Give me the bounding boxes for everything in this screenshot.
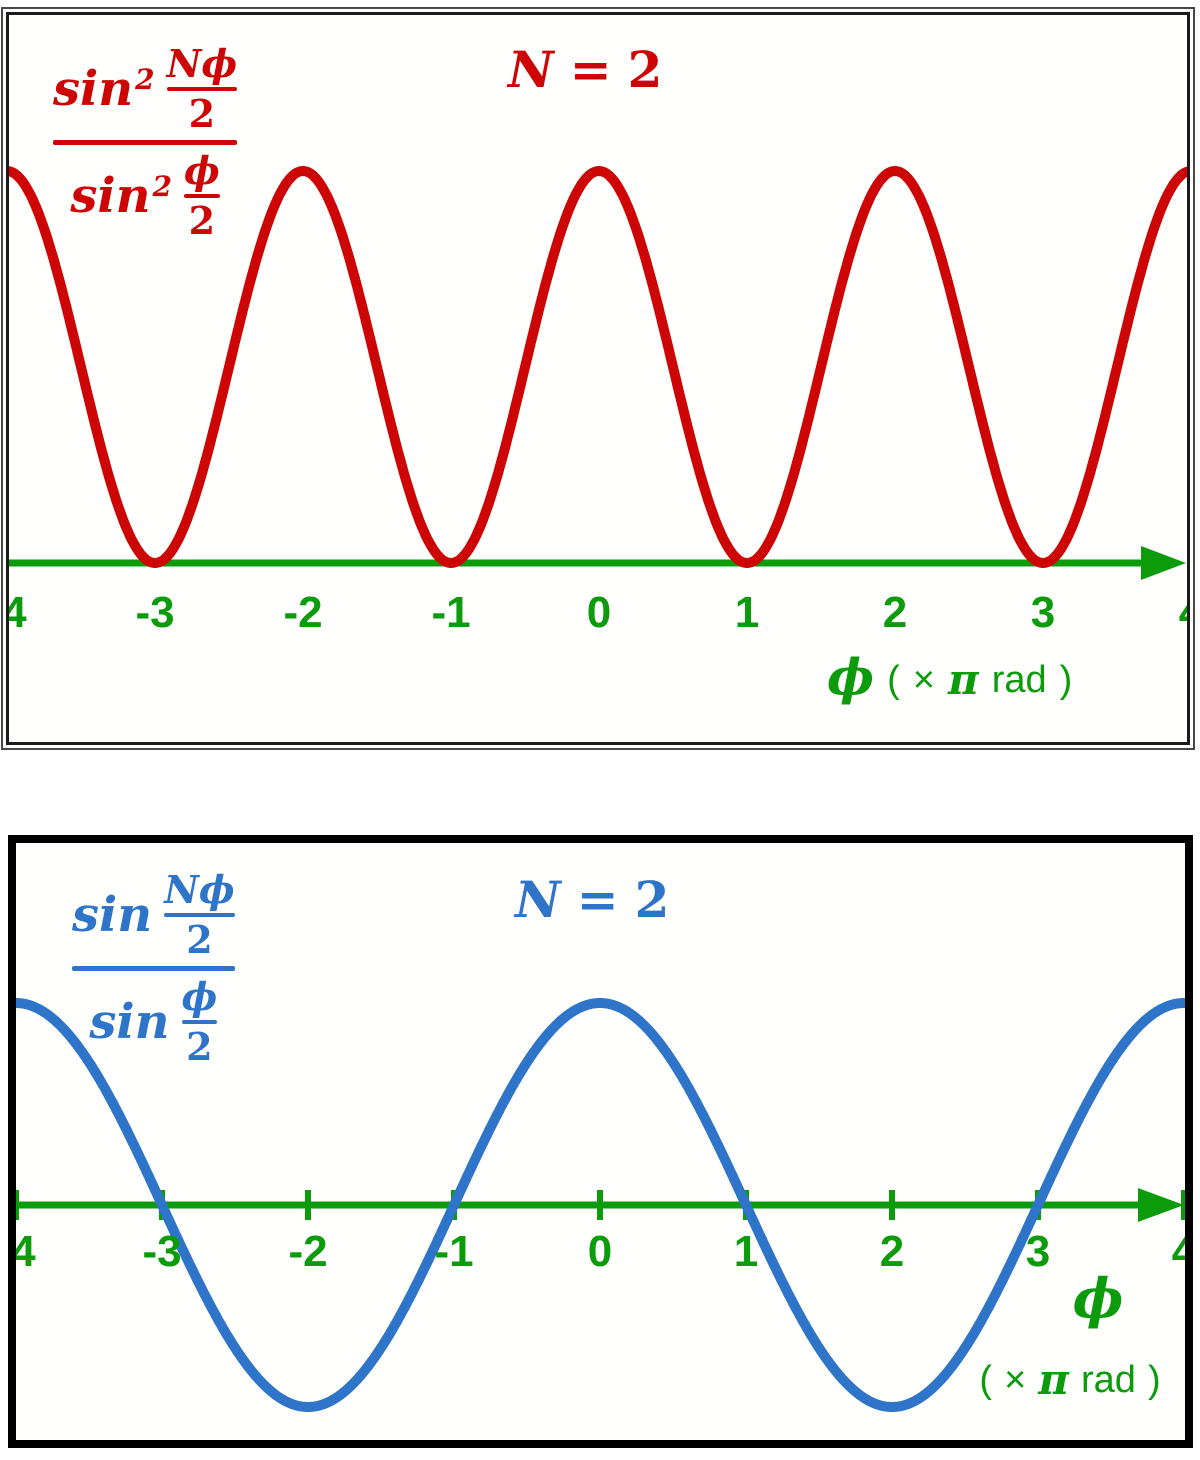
x-axis-arrowhead <box>1138 1188 1184 1222</box>
x-tick-label: 0 <box>586 588 612 637</box>
phi-over-2: ϕ 2 <box>184 148 220 243</box>
phi-over-2: ϕ 2 <box>181 974 218 1069</box>
formula-top-numerator: sin2 Nϕ 2 <box>53 41 238 136</box>
x-axis-unit-label: ( × π rad ) <box>950 1355 1185 1404</box>
sin: sin <box>72 887 153 943</box>
x-tick-label: -1 <box>434 1227 474 1276</box>
fraction-bar <box>166 87 238 91</box>
pi-symbol: π <box>947 655 979 704</box>
x-tick-label: 0 <box>587 1227 613 1276</box>
fraction-bar <box>184 194 220 198</box>
sin-squared: sin2 <box>53 61 155 117</box>
n-equals-2-label: N = 2 <box>508 40 663 99</box>
sin-squared: sin2 <box>70 168 172 224</box>
times-sign: × <box>1004 1359 1027 1401</box>
main-fraction-bar <box>72 966 235 971</box>
formula-top: sin2 Nϕ 2 sin2 ϕ 2 <box>53 41 238 243</box>
open-paren: ( <box>979 1359 993 1401</box>
x-tick-label: 4 <box>1151 591 1187 635</box>
sin: sin <box>89 994 170 1050</box>
x-tick-label: -3 <box>135 588 175 637</box>
pi-symbol: π <box>1038 1355 1070 1404</box>
formula-bottom-numerator: sin Nϕ 2 <box>72 871 235 959</box>
x-tick-label: 1 <box>733 1227 759 1276</box>
close-paren: ) <box>1147 1359 1161 1401</box>
amplitude-curve <box>16 998 1185 1412</box>
phi-symbol: ϕ <box>827 647 875 706</box>
close-paren: ) <box>1059 659 1073 701</box>
rad-unit: rad <box>991 659 1047 701</box>
x-tick-label: 4 <box>1144 1230 1185 1274</box>
n-equals-2-label: N = 2 <box>515 870 670 929</box>
x-axis-label: ϕ ( × π rad ) <box>827 647 1073 706</box>
main-fraction-bar <box>53 140 238 145</box>
fraction-bar <box>181 1020 218 1024</box>
n-phi-over-2: Nϕ 2 <box>166 41 238 136</box>
x-tick-label: 2 <box>879 1227 905 1276</box>
n-phi-over-2: Nϕ 2 <box>164 867 235 962</box>
x-tick-label: -4 <box>11 1227 36 1276</box>
bottom-plot-panel: sin Nϕ 2 sin ϕ 2 N = 2 -4 -3 <box>8 835 1193 1448</box>
x-tick-label: -2 <box>283 588 323 637</box>
phi-symbol: ϕ <box>1072 1266 1124 1330</box>
formula-bottom-denominator: sin ϕ 2 <box>89 974 218 1069</box>
intensity-curve <box>9 166 1187 568</box>
formula-bottom: sin Nϕ 2 sin ϕ 2 <box>72 871 235 1066</box>
top-plot-canvas <box>9 166 1187 580</box>
x-tick-label: 2 <box>882 588 908 637</box>
open-paren: ( <box>887 659 900 701</box>
x-tick-label: 3 <box>1025 1227 1051 1276</box>
bottom-plot-canvas <box>16 998 1185 1412</box>
rad-unit: rad <box>1081 1359 1136 1401</box>
x-axis-arrowhead <box>1141 546 1186 580</box>
x-tick-label: -1 <box>431 588 471 637</box>
x-tick-label: -4 <box>9 591 47 635</box>
formula-top-denominator: sin2 ϕ 2 <box>70 148 220 243</box>
x-tick-label: -3 <box>142 1227 182 1276</box>
times-sign: × <box>912 659 935 701</box>
top-plot-panel: sin2 Nϕ 2 sin2 ϕ 2 N = 2 -4 <box>1 7 1195 750</box>
x-tick-label: 3 <box>1030 588 1056 637</box>
fraction-bar <box>164 913 235 917</box>
x-tick-label: 1 <box>734 588 760 637</box>
x-tick-label: -2 <box>288 1227 328 1276</box>
